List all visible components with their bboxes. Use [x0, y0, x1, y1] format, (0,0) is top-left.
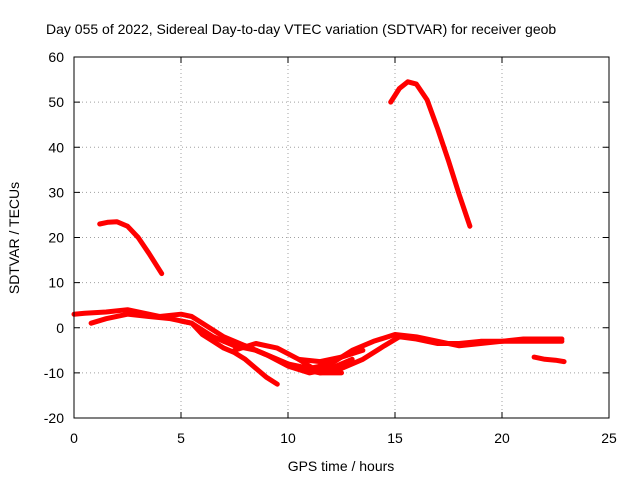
x-tick-label: 20	[494, 430, 510, 446]
y-axis-label: SDTVAR / TECUs	[6, 182, 22, 294]
x-tick-label: 15	[387, 430, 403, 446]
y-tick-label: 40	[48, 139, 64, 155]
y-tick-label: 10	[48, 275, 64, 291]
grid	[74, 57, 609, 418]
y-tick-label: 50	[48, 94, 64, 110]
series-line-trace-6	[296, 347, 366, 365]
series-line-segment-b	[388, 79, 473, 229]
series-line-segment-a	[97, 219, 165, 277]
y-tick-label: -20	[44, 410, 64, 426]
series-line-segment-c	[531, 354, 567, 365]
y-tick-label: 30	[48, 184, 64, 200]
data-series	[71, 79, 567, 387]
x-axis-label: GPS time / hours	[288, 458, 395, 474]
y-tick-label: 60	[48, 49, 64, 65]
x-tick-label: 25	[601, 430, 617, 446]
y-tick-label: 0	[56, 320, 64, 336]
y-tick-label: -10	[44, 365, 64, 381]
x-tick-label: 0	[70, 430, 78, 446]
x-tick-label: 5	[177, 430, 185, 446]
y-tick-label: 20	[48, 230, 64, 246]
chart-title: Day 055 of 2022, Sidereal Day-to-day VTE…	[46, 21, 556, 37]
series-line-trace-3	[178, 318, 280, 387]
axis-ticks: 0 5 10 15 20 25 -20 -10 0 10 20 30 40 50 60	[44, 49, 617, 446]
x-tick-label: 10	[280, 430, 296, 446]
series-line-trace-5	[232, 341, 344, 376]
